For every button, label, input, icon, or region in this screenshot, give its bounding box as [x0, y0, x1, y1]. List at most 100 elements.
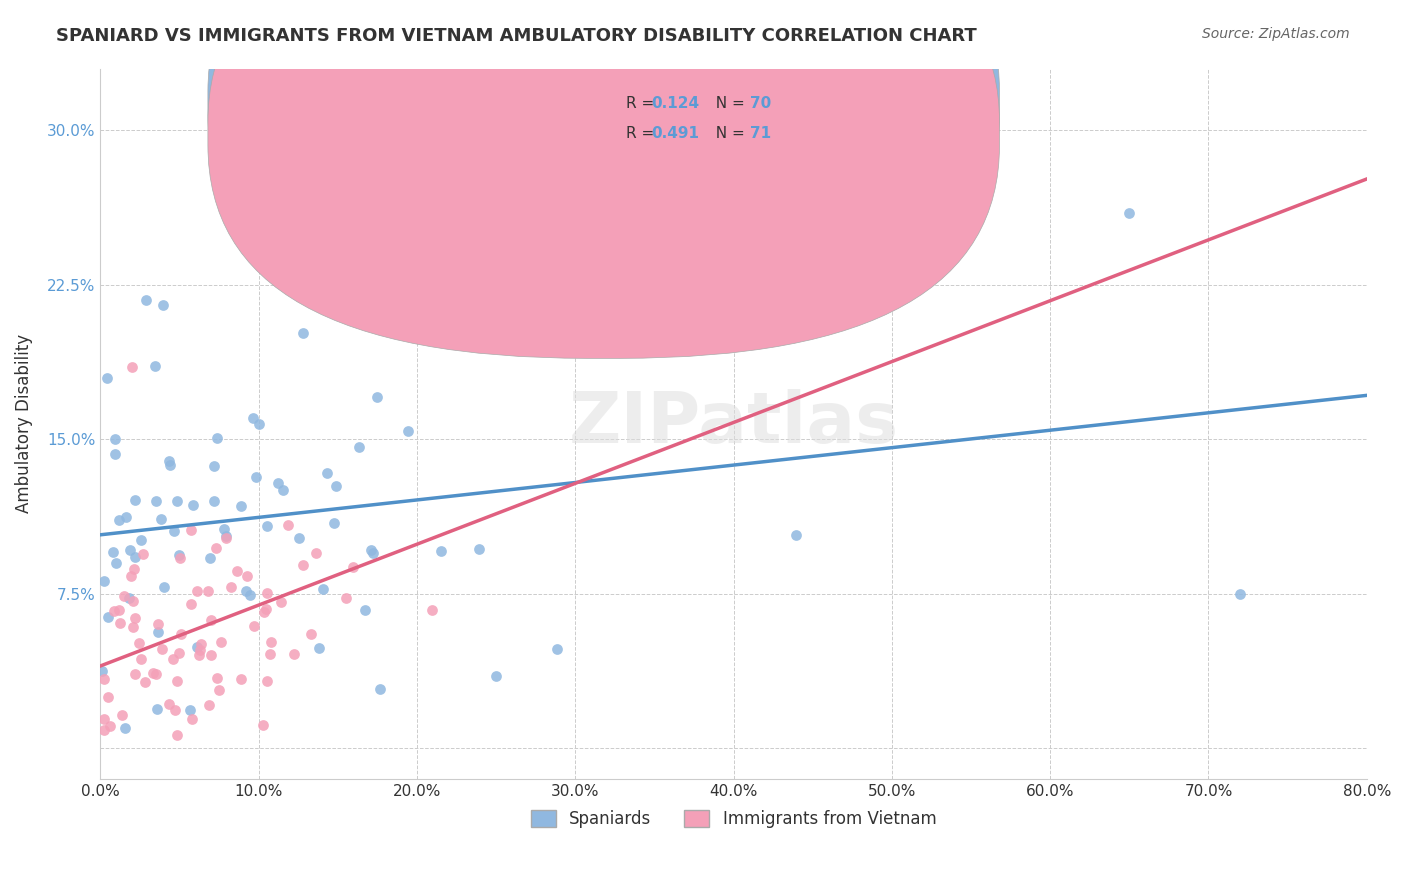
Point [215, 529, 238, 543]
Point [205, 431, 228, 445]
Point [292, 558, 315, 572]
Text: 70: 70 [749, 95, 772, 111]
Point [124, 666, 146, 681]
Point [180, 523, 202, 537]
Point [145, 666, 167, 681]
Point [150, 512, 173, 526]
Point [103, 545, 125, 559]
Point [354, 603, 377, 617]
Point [190, 637, 212, 651]
Text: N =: N = [706, 95, 749, 111]
Point [121, 620, 143, 634]
Point [186, 640, 208, 655]
Point [120, 569, 142, 583]
Point [361, 546, 384, 560]
Point [93, 723, 115, 737]
Point [1229, 586, 1251, 600]
Text: N =: N = [706, 127, 749, 141]
Point [342, 559, 364, 574]
Point [267, 475, 290, 490]
Point [162, 651, 184, 665]
Point [219, 580, 242, 594]
Point [148, 617, 170, 632]
Point [287, 531, 309, 545]
Point [132, 547, 155, 561]
Point [198, 698, 221, 712]
Point [253, 605, 276, 619]
Point [129, 533, 152, 548]
Point [299, 626, 322, 640]
Point [236, 569, 259, 583]
Point [108, 512, 131, 526]
Point [103, 604, 125, 618]
Point [215, 531, 238, 545]
Point [235, 584, 257, 599]
Point [245, 470, 267, 484]
Point [420, 603, 443, 617]
Text: R =: R = [626, 127, 659, 141]
Point [111, 707, 134, 722]
Point [122, 594, 145, 608]
Point [163, 524, 186, 538]
Text: R =: R = [626, 95, 659, 111]
Point [260, 635, 283, 649]
Point [360, 542, 382, 557]
Point [368, 681, 391, 696]
Point [97, 690, 120, 705]
Point [135, 293, 157, 307]
Point [325, 479, 347, 493]
Point [108, 603, 131, 617]
Point [430, 544, 453, 558]
Point [200, 648, 222, 662]
Point [225, 564, 247, 578]
Point [124, 549, 146, 564]
Point [188, 642, 211, 657]
Point [122, 562, 145, 576]
Point [277, 517, 299, 532]
Point [115, 509, 138, 524]
Point [124, 492, 146, 507]
Point [247, 417, 270, 431]
Point [575, 261, 598, 276]
Point [146, 702, 169, 716]
FancyBboxPatch shape [557, 69, 962, 168]
FancyBboxPatch shape [208, 0, 1000, 359]
Point [167, 548, 190, 562]
Point [546, 642, 568, 657]
Point [785, 528, 807, 542]
Point [259, 648, 281, 662]
Text: 71: 71 [749, 127, 770, 141]
Point [97, 609, 120, 624]
Point [485, 298, 508, 312]
Point [181, 498, 204, 512]
Point [202, 494, 225, 508]
Point [186, 584, 208, 599]
Point [231, 500, 253, 514]
Point [366, 391, 388, 405]
Point [166, 728, 188, 742]
Point [205, 671, 228, 685]
Point [134, 675, 156, 690]
Point [396, 424, 419, 438]
Point [152, 297, 174, 311]
Point [198, 550, 221, 565]
Point [96, 371, 118, 385]
Point [242, 411, 264, 425]
Point [485, 668, 508, 682]
Point [93, 672, 115, 686]
Point [157, 697, 180, 711]
Point [145, 493, 167, 508]
Point [204, 541, 226, 555]
Y-axis label: Ambulatory Disability: Ambulatory Disability [15, 334, 32, 513]
Point [93, 574, 115, 588]
Point [157, 454, 180, 468]
FancyBboxPatch shape [208, 0, 1000, 328]
Point [243, 619, 266, 633]
Point [180, 712, 202, 726]
Point [118, 591, 141, 606]
Point [112, 590, 135, 604]
Point [159, 458, 181, 472]
Point [166, 494, 188, 508]
Point [108, 616, 131, 631]
Point [169, 646, 191, 660]
